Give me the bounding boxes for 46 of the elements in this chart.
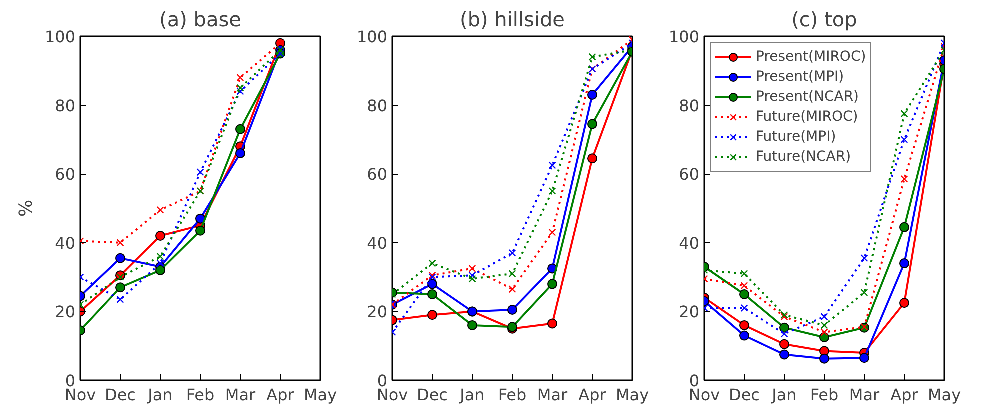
y-axis-title: %: [16, 200, 37, 218]
x-tick-label: Jan: [147, 386, 173, 404]
y-tick-label: 40: [679, 234, 700, 253]
y-tick-label: 80: [55, 96, 76, 116]
legend-label: Future(NCAR): [756, 148, 852, 166]
x-tick-label: Feb: [498, 386, 527, 404]
chart-title: (b) hillside: [460, 8, 565, 32]
x-tick-label: Mar: [537, 386, 568, 404]
y-tick-label: 20: [679, 302, 700, 322]
legend-label: Future(MIROC): [756, 108, 858, 126]
x-tick-label: Dec: [729, 386, 760, 404]
x-tick-label: Mar: [849, 386, 880, 404]
x-tick-label: May: [928, 386, 962, 404]
y-tick-label: 40: [367, 234, 388, 253]
y-tick-label: 20: [55, 302, 76, 322]
x-tick-label: Nov: [376, 386, 408, 404]
y-tick-label: 60: [679, 165, 700, 184]
x-tick-label: May: [304, 386, 338, 404]
x-tick-label: Jan: [459, 386, 485, 404]
y-tick-label: 80: [679, 96, 700, 116]
x-tick-label: Apr: [266, 386, 295, 404]
x-tick-label: May: [616, 386, 650, 404]
x-tick-label: Nov: [64, 386, 96, 404]
legend-label: Future(MPI): [756, 128, 836, 146]
x-tick-label: Apr: [890, 386, 919, 404]
x-tick-label: Jan: [771, 386, 797, 404]
y-tick-label: 100: [356, 28, 388, 46]
y-tick-label: 60: [367, 165, 388, 184]
x-tick-label: Feb: [186, 386, 215, 404]
chart-title: (a) base: [160, 8, 242, 32]
chart-title: (c) top: [792, 8, 858, 32]
y-tick-label: 100: [668, 28, 700, 46]
x-tick-label: Apr: [578, 386, 607, 404]
x-tick-label: Feb: [810, 386, 839, 404]
legend-label: Present(MPI): [756, 68, 844, 86]
x-tick-label: Nov: [688, 386, 720, 404]
x-tick-label: Dec: [417, 386, 448, 404]
legend-label: Present(NCAR): [756, 88, 860, 106]
y-tick-label: 40: [55, 234, 76, 253]
x-tick-label: Mar: [225, 386, 256, 404]
y-tick-label: 20: [367, 302, 388, 322]
y-tick-label: 60: [55, 165, 76, 184]
y-tick-label: 80: [367, 96, 388, 116]
legend-label: Present(MIROC): [756, 48, 866, 66]
y-tick-label: 100: [44, 28, 76, 46]
x-tick-label: Dec: [105, 386, 136, 404]
